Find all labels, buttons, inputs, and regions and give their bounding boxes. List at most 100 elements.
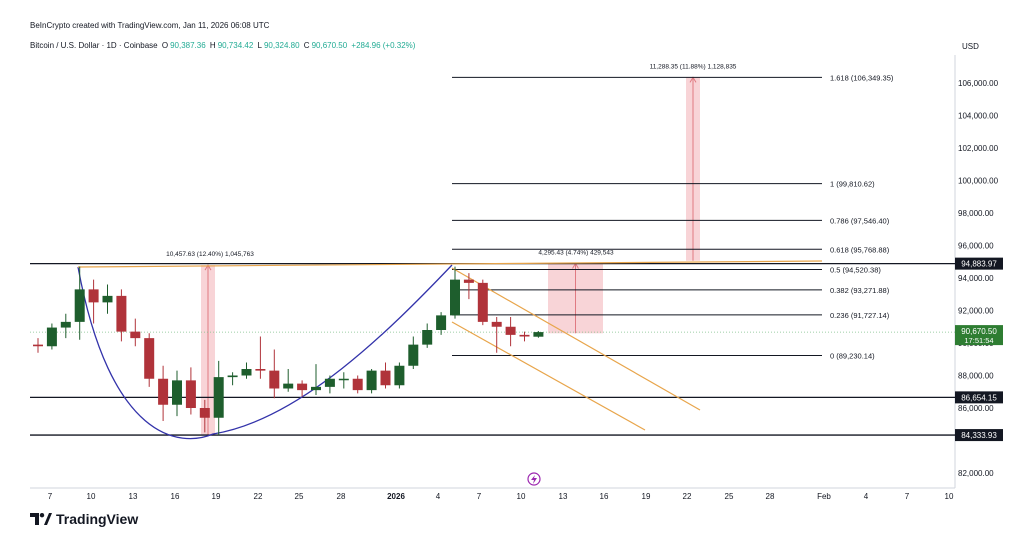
candle-body: [491, 321, 502, 327]
candle-body: [116, 295, 127, 332]
candle-body: [60, 321, 71, 328]
x-tick-label: 7: [905, 492, 910, 501]
y-tick-label: 88,000.00: [958, 372, 994, 381]
x-tick-label: 7: [48, 492, 53, 501]
y-tick-label: 86,000.00: [958, 404, 994, 413]
y-tick-label: 104,000.00: [958, 112, 999, 121]
price-tag-bg: [955, 391, 1003, 404]
measurement-label: 11,288.35 (11.88%) 1,128,835: [650, 63, 737, 70]
candle-body: [380, 370, 391, 386]
price-tag-bg: [955, 429, 1003, 442]
candle-body: [199, 408, 210, 418]
candle-body: [533, 332, 544, 337]
candle-body: [505, 326, 516, 335]
tradingview-logo-icon: [30, 513, 52, 525]
candle-body: [255, 369, 266, 371]
open-value: 90,387.36: [170, 41, 206, 50]
y-tick-label: 82,000.00: [958, 469, 994, 478]
candle-body: [102, 295, 113, 303]
x-tick-label: 4: [436, 492, 441, 501]
x-tick-label: Feb: [817, 492, 831, 501]
price-tag-label: 84,333.93: [961, 431, 997, 440]
x-tick-label: 25: [295, 492, 304, 501]
fib-level-label: 0.236 (91,727.14): [830, 311, 890, 320]
cup-curve: [77, 264, 453, 440]
candle-body: [172, 380, 182, 405]
candle-body: [241, 369, 252, 376]
x-tick-label: 19: [212, 492, 221, 501]
x-tick-label: 2026: [387, 492, 405, 501]
fib-level-label: 1 (99,810.62): [830, 180, 875, 189]
lightning-icon: [531, 475, 537, 484]
x-tick-label: 28: [337, 492, 346, 501]
fib-level-label: 0.382 (93,271.88): [830, 286, 890, 295]
candle-body: [311, 386, 321, 391]
fib-level-label: 0.618 (95,768.88): [830, 245, 890, 254]
candle-body: [144, 338, 155, 379]
fib-level-label: 0 (89,230.14): [830, 352, 875, 361]
candle-body: [519, 334, 530, 337]
y-tick-label: 100,000.00: [958, 177, 999, 186]
low-label: L: [257, 41, 262, 50]
price-tag-label: 86,654.15: [961, 393, 997, 402]
candle-body: [394, 365, 405, 386]
fib-level-label: 0.786 (97,546.40): [830, 216, 890, 225]
candle-body: [338, 378, 349, 381]
symbol-name[interactable]: Bitcoin / U.S. Dollar · 1D · Coinbase: [30, 41, 158, 50]
currency-label: USD: [962, 42, 979, 51]
y-tick-label: 92,000.00: [958, 307, 994, 316]
candle-body: [408, 344, 419, 366]
x-tick-label: 13: [559, 492, 568, 501]
fib-level-label: 1.618 (106,349.35): [830, 73, 894, 82]
y-tick-label: 94,000.00: [958, 274, 994, 283]
candle-body: [436, 315, 447, 330]
y-tick-label: 102,000.00: [958, 144, 999, 153]
close-label: C: [303, 41, 310, 50]
candle-body: [324, 378, 335, 387]
countdown-label: 17:51:54: [964, 336, 993, 345]
tradingview-logo[interactable]: TradingView: [30, 511, 138, 527]
x-tick-label: 25: [725, 492, 734, 501]
x-tick-label: 4: [864, 492, 869, 501]
candle-body: [213, 377, 224, 418]
candle-body: [269, 370, 280, 389]
y-tick-label: 96,000.00: [958, 242, 994, 251]
candle-body: [46, 327, 57, 347]
open-label: O: [161, 41, 169, 50]
chart-credit: BeInCrypto created with TradingView.com,…: [30, 21, 270, 30]
fib-level-label: 0.5 (94,520.38): [830, 266, 881, 275]
price-tag-bg: [955, 257, 1003, 270]
x-tick-label: 7: [477, 492, 482, 501]
channel-upper-line: [451, 267, 701, 411]
candle-body: [74, 289, 85, 322]
close-value: 90,670.50: [311, 41, 348, 50]
candle-body: [283, 383, 294, 389]
x-tick-label: 22: [683, 492, 692, 501]
change-value: +284.96 (+0.32%): [351, 41, 416, 50]
candle-body: [158, 378, 169, 405]
candle-body: [463, 279, 474, 283]
candle-body: [185, 380, 196, 408]
cup-rim-line: [77, 260, 823, 268]
high-label: H: [209, 41, 216, 50]
current-price-tag-bg: [955, 325, 1003, 346]
high-value: 90,734.42: [217, 41, 254, 50]
event-marker-icon: [527, 472, 541, 486]
candle-body: [422, 330, 433, 345]
x-tick-label: 28: [766, 492, 775, 501]
candle-body: [88, 289, 99, 303]
candle-body: [352, 378, 363, 391]
low-value: 90,324.80: [263, 41, 300, 50]
candle-body: [450, 279, 460, 316]
candle-body: [33, 344, 43, 347]
tradingview-brand: TradingView: [56, 511, 139, 527]
x-tick-label: 19: [642, 492, 651, 501]
y-tick-label: 106,000.00: [958, 79, 999, 88]
x-tick-label: 22: [254, 492, 263, 501]
y-tick-label: 98,000.00: [958, 209, 994, 218]
measurement-arrowhead: [204, 264, 212, 271]
x-tick-label: 16: [600, 492, 609, 501]
measurement-label: 10,457.63 (12.40%) 1,045,763: [166, 251, 254, 258]
